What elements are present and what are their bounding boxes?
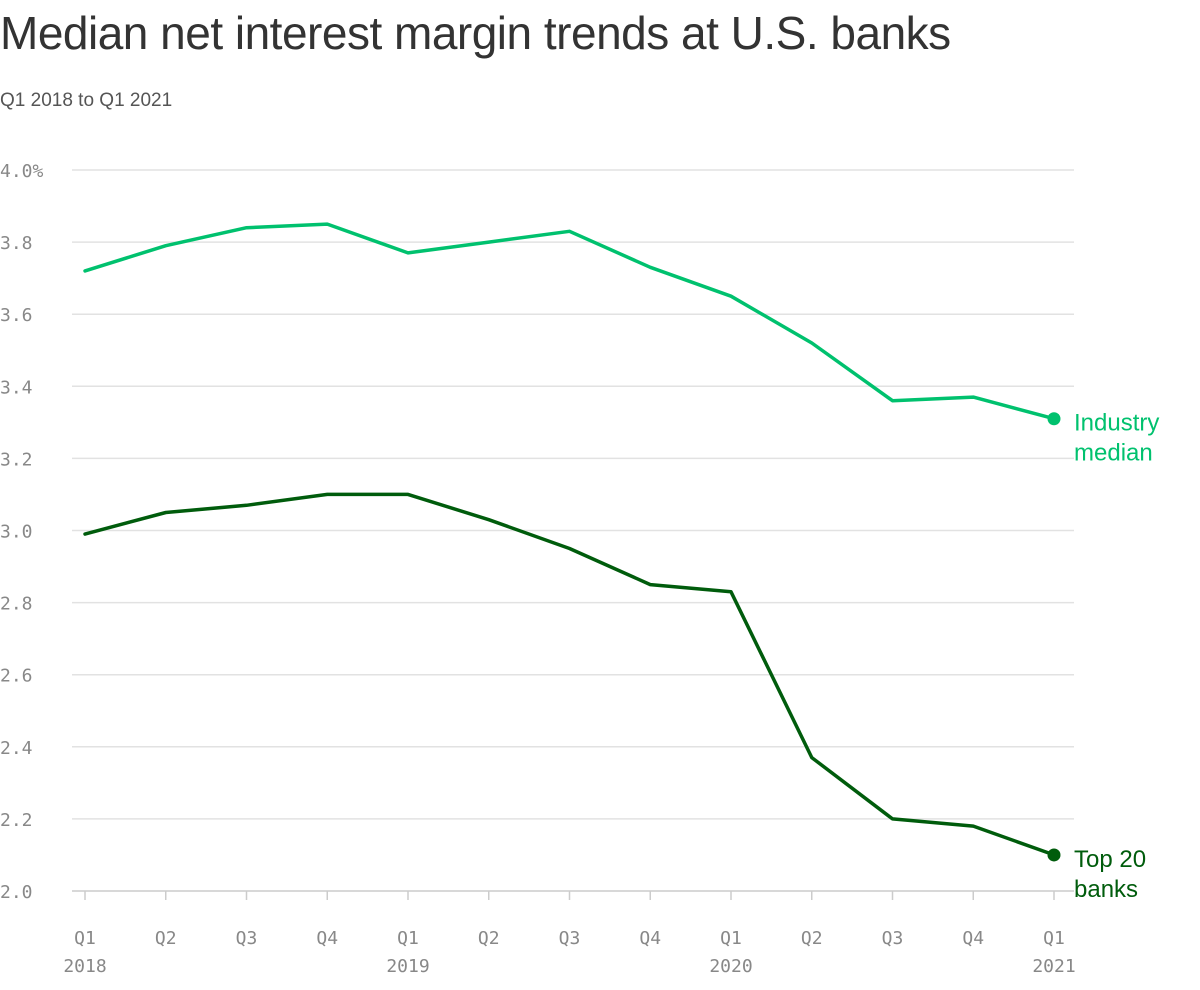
x-tick-label: Q3: [882, 928, 904, 949]
x-tick-label: Q3: [559, 928, 581, 949]
y-tick-label: 3.8: [0, 233, 33, 254]
chart-subtitle: Q1 2018 to Q1 2021: [0, 90, 173, 111]
y-tick-label: 2.4: [0, 738, 33, 759]
x-tick-label: Q1: [720, 928, 742, 949]
y-axis-ticks: 2.0 2.2 2.4 2.6 2.8 3.0 3.2 3.4 3.6 3.8 4.0%: [0, 161, 44, 903]
y-tick-label: 2.8: [0, 594, 33, 615]
x-year-label: 2018: [63, 956, 106, 977]
series-label: Top 20: [1074, 846, 1146, 873]
chart-title: Median net interest margin trends at U.S…: [0, 7, 951, 59]
grid-lines: [72, 169, 1074, 892]
series-label: Industry: [1074, 410, 1159, 437]
series-line: [83, 492, 1056, 857]
y-tick-label: 3.4: [0, 377, 33, 398]
x-axis: Q1 Q2 Q3 Q4 Q1 Q2 Q3 Q4 Q1 Q2 Q3 Q4 Q1 2018 2019 2020 20…: [63, 891, 1076, 977]
x-year-label: 2019: [386, 956, 429, 977]
y-tick-label: 2.0: [0, 882, 33, 903]
y-tick-label: 2.2: [0, 810, 33, 831]
x-tick-label: Q2: [801, 928, 823, 949]
y-tick-label: 3.2: [0, 449, 33, 470]
y-tick-label: 3.6: [0, 305, 33, 326]
x-tick-label: Q4: [316, 928, 338, 949]
series-end-dot: [1047, 412, 1061, 426]
x-tick-label: Q2: [155, 928, 177, 949]
series-label: median: [1074, 440, 1153, 467]
x-tick-label: Q3: [236, 928, 258, 949]
series-line: [83, 222, 1056, 421]
series-end-dot: [1047, 848, 1061, 862]
x-tick-label: Q1: [397, 928, 419, 949]
y-tick-label: 3.0: [0, 522, 33, 543]
x-tick-label: Q1: [1043, 928, 1065, 949]
y-tick-label: 4.0%: [0, 161, 44, 182]
series-group: Industry median Top 20 banks: [83, 222, 1159, 903]
x-tick-label: Q4: [962, 928, 984, 949]
x-year-label: 2021: [1032, 956, 1075, 977]
x-tick-label: Q1: [74, 928, 96, 949]
x-tick-label: Q4: [639, 928, 661, 949]
y-tick-label: 2.6: [0, 666, 33, 687]
series-label: banks: [1074, 876, 1138, 903]
x-tick-label: Q2: [478, 928, 500, 949]
x-year-label: 2020: [709, 956, 752, 977]
